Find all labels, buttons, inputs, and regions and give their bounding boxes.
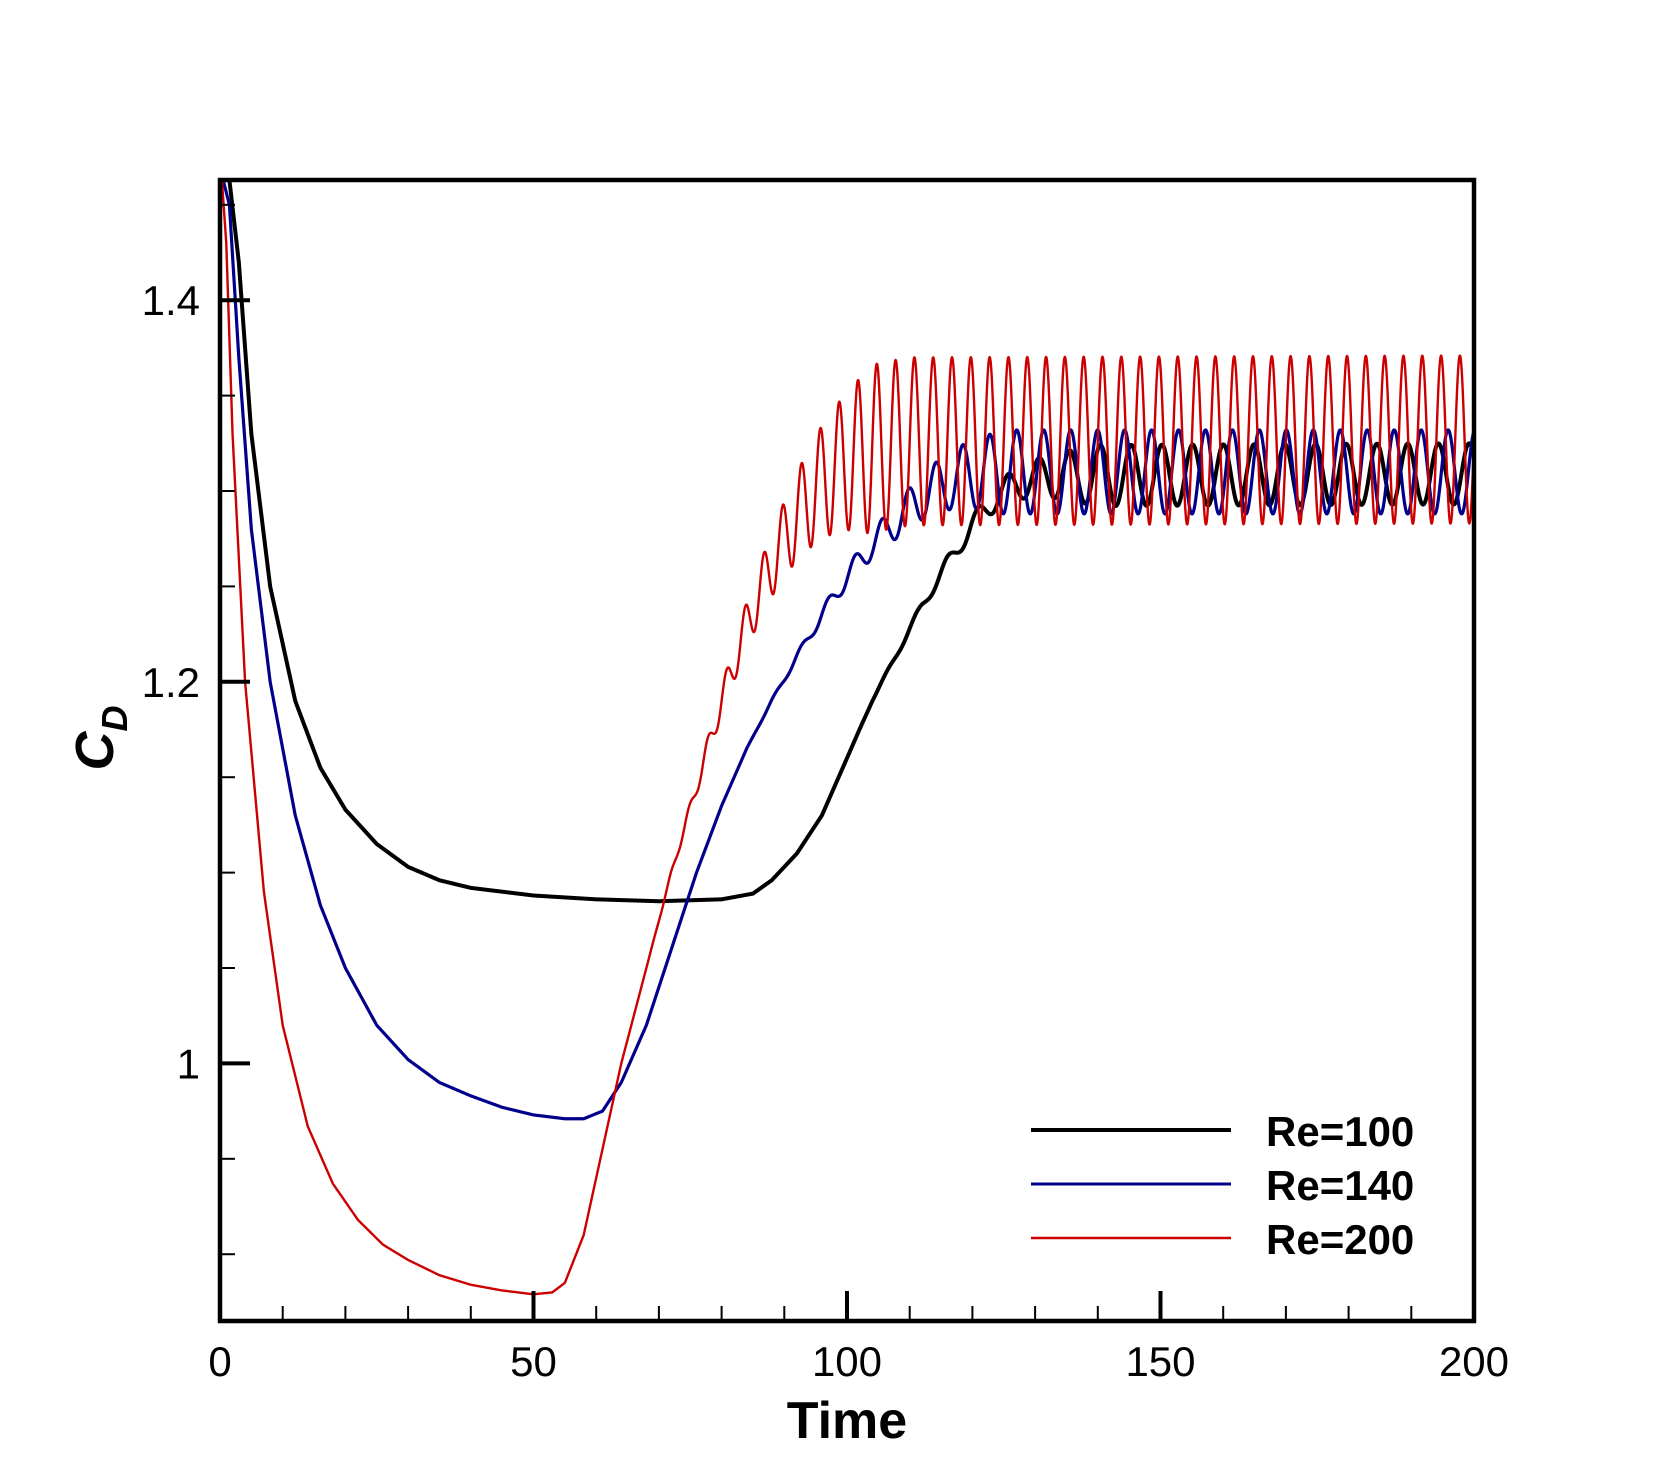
y-axis-label: CD <box>65 706 135 771</box>
y-tick-label: 1 <box>177 1040 200 1087</box>
y-axis-label-main: C <box>65 731 125 771</box>
series-layer <box>220 180 1474 1296</box>
tick-layer: 0 50 100 150 200 1 1.2 1.4 <box>142 203 1509 1385</box>
x-tick-label: 200 <box>1439 1338 1509 1385</box>
legend: Re=100 Re=140 Re=200 <box>1031 1108 1414 1263</box>
plot-frame <box>217 177 1477 1324</box>
y-tick-label: 1.4 <box>142 277 200 324</box>
series-line-re200 <box>220 180 1474 1296</box>
y-tick-label: 1.2 <box>142 659 200 706</box>
legend-label-re100: Re=100 <box>1266 1108 1414 1155</box>
legend-label-re200: Re=200 <box>1266 1216 1414 1263</box>
svg-text:CD: CD <box>65 706 135 771</box>
legend-label-re140: Re=140 <box>1266 1162 1414 1209</box>
y-axis-label-subscript: D <box>94 706 135 732</box>
x-tick-label: 100 <box>812 1338 882 1385</box>
x-tick-label: 50 <box>510 1338 557 1385</box>
x-axis-label: Time <box>787 1392 907 1450</box>
series-line-re100 <box>227 180 1474 904</box>
x-tick-label: 150 <box>1125 1338 1195 1385</box>
x-tick-label: 0 <box>208 1338 231 1385</box>
